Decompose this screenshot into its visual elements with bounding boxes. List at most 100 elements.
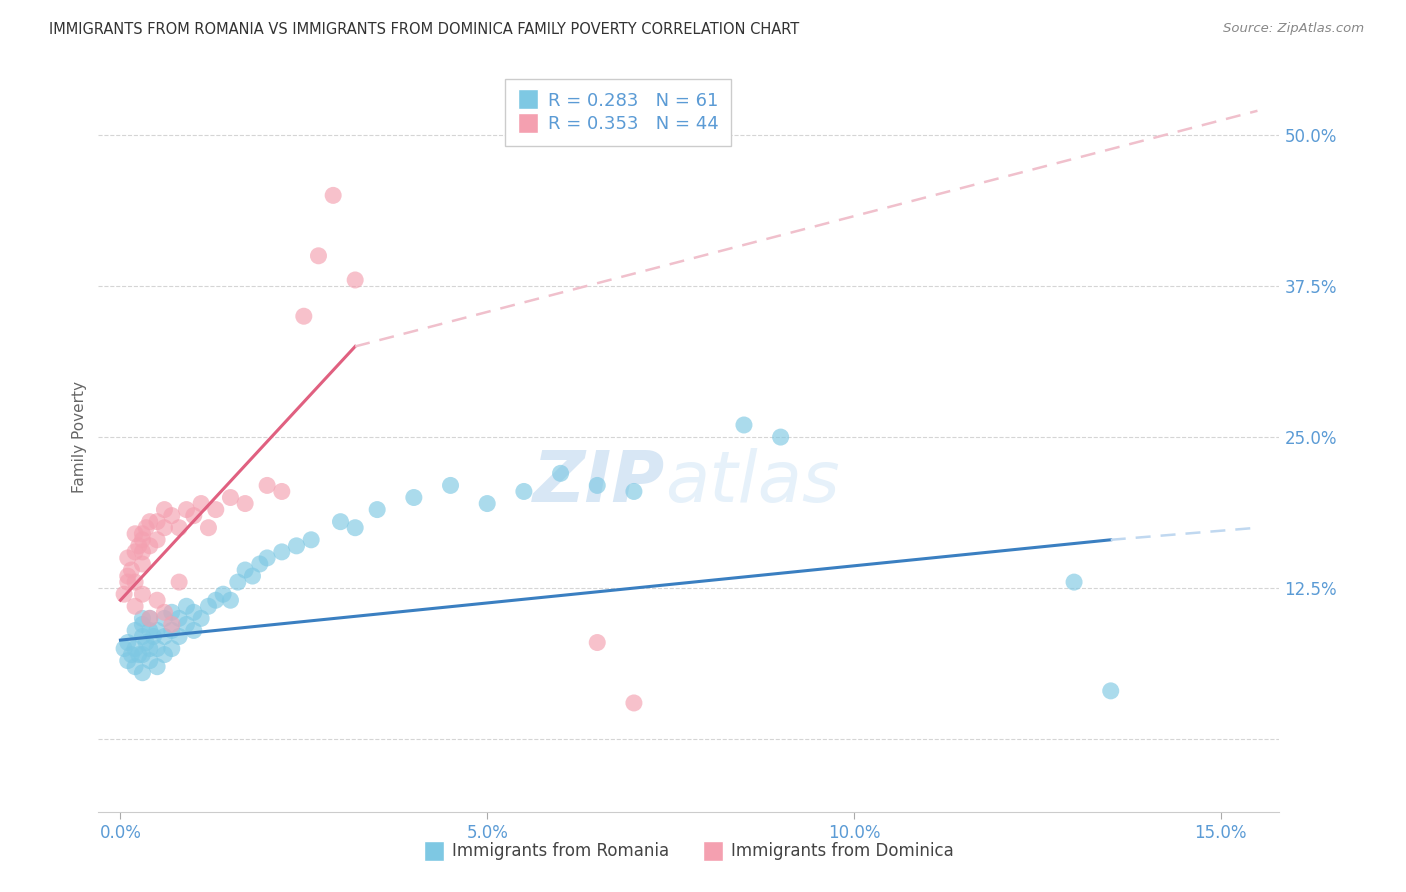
Point bbox=[183, 508, 205, 523]
Point bbox=[190, 497, 212, 511]
Point bbox=[131, 557, 153, 571]
Point bbox=[197, 599, 219, 614]
Point bbox=[219, 491, 242, 505]
Point bbox=[233, 497, 256, 511]
Point bbox=[139, 654, 162, 668]
Point bbox=[135, 521, 157, 535]
Point bbox=[167, 611, 190, 625]
Point bbox=[176, 599, 198, 614]
Point bbox=[285, 539, 308, 553]
Point bbox=[139, 624, 162, 638]
Point bbox=[153, 521, 176, 535]
Text: Source: ZipAtlas.com: Source: ZipAtlas.com bbox=[1223, 22, 1364, 36]
Point bbox=[176, 502, 198, 516]
Point bbox=[153, 605, 176, 619]
Point bbox=[219, 593, 242, 607]
Point bbox=[120, 563, 142, 577]
Point bbox=[160, 508, 183, 523]
Point bbox=[146, 593, 169, 607]
Point bbox=[167, 575, 190, 590]
Point bbox=[117, 550, 139, 565]
Point bbox=[128, 648, 150, 662]
Point bbox=[344, 273, 367, 287]
Point bbox=[124, 659, 146, 673]
Point bbox=[329, 515, 352, 529]
Point bbox=[153, 611, 176, 625]
Point bbox=[139, 515, 162, 529]
Text: IMMIGRANTS FROM ROMANIA VS IMMIGRANTS FROM DOMINICA FAMILY POVERTY CORRELATION C: IMMIGRANTS FROM ROMANIA VS IMMIGRANTS FR… bbox=[49, 22, 800, 37]
Point bbox=[146, 515, 169, 529]
Y-axis label: Family Poverty: Family Poverty bbox=[72, 381, 87, 493]
Point bbox=[131, 630, 153, 644]
Point bbox=[131, 648, 153, 662]
Point bbox=[131, 665, 153, 680]
Point bbox=[153, 648, 176, 662]
Point bbox=[124, 624, 146, 638]
Point bbox=[117, 575, 139, 590]
Point bbox=[160, 624, 183, 638]
Point bbox=[120, 648, 142, 662]
Point bbox=[160, 605, 183, 619]
Point bbox=[124, 599, 146, 614]
Point bbox=[212, 587, 235, 601]
Point bbox=[344, 521, 367, 535]
Point bbox=[153, 630, 176, 644]
Point bbox=[402, 491, 425, 505]
Point bbox=[139, 611, 162, 625]
Point bbox=[131, 617, 153, 632]
Point bbox=[153, 502, 176, 516]
Point bbox=[242, 569, 264, 583]
Point bbox=[204, 593, 226, 607]
Point bbox=[124, 641, 146, 656]
Point bbox=[249, 557, 271, 571]
Point bbox=[124, 575, 146, 590]
Point bbox=[299, 533, 322, 547]
Point bbox=[139, 641, 162, 656]
Point bbox=[131, 533, 153, 547]
Text: atlas: atlas bbox=[665, 448, 839, 516]
Point bbox=[550, 467, 572, 481]
Point bbox=[439, 478, 461, 492]
Point bbox=[124, 545, 146, 559]
Point bbox=[117, 654, 139, 668]
Point bbox=[233, 563, 256, 577]
Point bbox=[270, 484, 292, 499]
Point bbox=[139, 539, 162, 553]
Point bbox=[112, 587, 135, 601]
Point bbox=[160, 641, 183, 656]
Point bbox=[139, 611, 162, 625]
Point bbox=[586, 635, 609, 649]
Point bbox=[124, 526, 146, 541]
Point bbox=[477, 497, 499, 511]
Text: ZIP: ZIP bbox=[533, 448, 665, 516]
Point bbox=[117, 635, 139, 649]
Point bbox=[586, 478, 609, 492]
Point bbox=[128, 539, 150, 553]
Point bbox=[204, 502, 226, 516]
Point bbox=[146, 659, 169, 673]
Point bbox=[183, 624, 205, 638]
Point bbox=[769, 430, 792, 444]
Point bbox=[1099, 684, 1122, 698]
Point bbox=[112, 641, 135, 656]
Point bbox=[131, 545, 153, 559]
Point bbox=[308, 249, 330, 263]
Point bbox=[146, 533, 169, 547]
Point bbox=[623, 696, 645, 710]
Point bbox=[131, 526, 153, 541]
Point bbox=[135, 635, 157, 649]
Point bbox=[513, 484, 536, 499]
Point bbox=[183, 605, 205, 619]
Point bbox=[226, 575, 249, 590]
Point bbox=[146, 624, 169, 638]
Legend: Immigrants from Romania, Immigrants from Dominica: Immigrants from Romania, Immigrants from… bbox=[418, 836, 960, 867]
Point bbox=[256, 478, 278, 492]
Point bbox=[256, 550, 278, 565]
Point bbox=[190, 611, 212, 625]
Point bbox=[167, 630, 190, 644]
Point bbox=[167, 521, 190, 535]
Point bbox=[623, 484, 645, 499]
Point bbox=[117, 569, 139, 583]
Point bbox=[270, 545, 292, 559]
Point bbox=[366, 502, 388, 516]
